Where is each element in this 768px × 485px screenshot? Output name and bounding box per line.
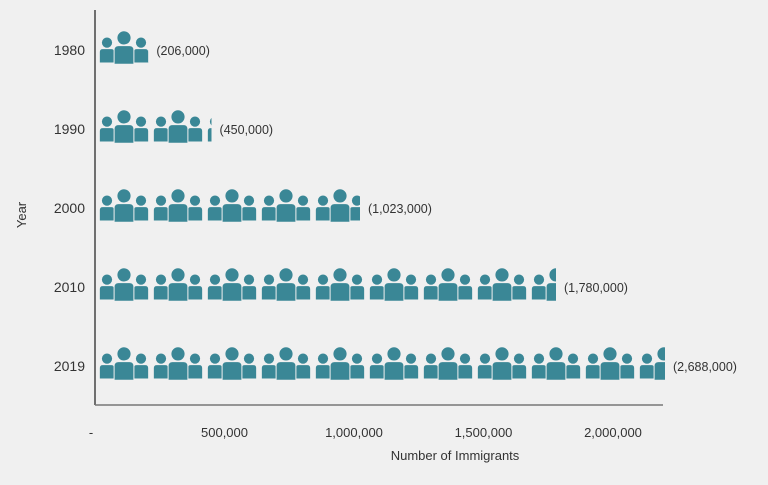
people-group-icon xyxy=(368,347,420,381)
people-group-icon xyxy=(98,31,149,65)
people-group-icon xyxy=(98,347,150,381)
bar-1990 xyxy=(98,110,212,144)
people-group-icon xyxy=(638,347,665,381)
people-group-icon xyxy=(368,268,420,302)
bar-2019 xyxy=(98,347,665,381)
bar-row-1990: 1990 (450,000) xyxy=(54,110,274,144)
bar-1980 xyxy=(98,31,149,65)
people-group-icon xyxy=(152,189,204,223)
people-group-icon xyxy=(422,347,474,381)
people-group-icon xyxy=(314,268,366,302)
people-group-icon xyxy=(206,268,258,302)
people-group-icon xyxy=(206,117,212,143)
people-group-icon xyxy=(314,189,360,223)
people-group-icon xyxy=(152,110,204,144)
people-group-icon xyxy=(152,268,204,302)
people-group-icon xyxy=(584,347,636,381)
people-group-icon xyxy=(206,347,258,381)
x-tick-label: 1,500,000 xyxy=(455,425,513,440)
data-label: (2,688,000) xyxy=(673,360,737,374)
bar-row-1980: 1980 (206,000) xyxy=(54,31,210,65)
data-label: (1,023,000) xyxy=(368,202,432,216)
data-label: (450,000) xyxy=(220,123,274,137)
people-group-icon xyxy=(422,268,474,302)
data-label: (206,000) xyxy=(156,44,210,58)
people-group-icon xyxy=(98,189,150,223)
people-group-icon xyxy=(530,347,582,381)
bar-2010 xyxy=(98,268,557,302)
data-label: (1,780,000) xyxy=(564,281,628,295)
people-group-icon xyxy=(530,268,557,302)
bar-row-2000: 2000 (1,023,000) xyxy=(54,189,432,223)
people-group-icon xyxy=(152,347,204,381)
y-tick-label: 2019 xyxy=(54,358,85,374)
y-tick-label: 1980 xyxy=(54,42,85,58)
y-tick-label: 2000 xyxy=(54,200,85,216)
people-group-icon xyxy=(98,268,150,302)
people-group-icon xyxy=(476,347,528,381)
x-tick-label: 500,000 xyxy=(201,425,248,440)
people-group-icon xyxy=(476,268,528,302)
y-tick-label: 1990 xyxy=(54,121,85,137)
people-group-icon xyxy=(206,189,258,223)
people-group-icon xyxy=(314,347,366,381)
people-group-icon xyxy=(260,268,312,302)
x-tick-label: 2,000,000 xyxy=(584,425,642,440)
x-tick-label: 1,000,000 xyxy=(325,425,383,440)
y-axis-title: Year xyxy=(14,201,29,228)
people-group-icon xyxy=(98,110,150,144)
x-axis-title: Number of Immigrants xyxy=(391,448,520,463)
bar-row-2019: 2019 (2,688,000) xyxy=(54,347,737,381)
y-tick-label: 2010 xyxy=(54,279,85,295)
people-group-icon xyxy=(260,347,312,381)
bar-2000 xyxy=(98,189,360,223)
x-tick-label: - xyxy=(89,425,93,440)
bar-row-2010: 2010 (1,780,000) xyxy=(54,268,628,302)
people-group-icon xyxy=(260,189,312,223)
